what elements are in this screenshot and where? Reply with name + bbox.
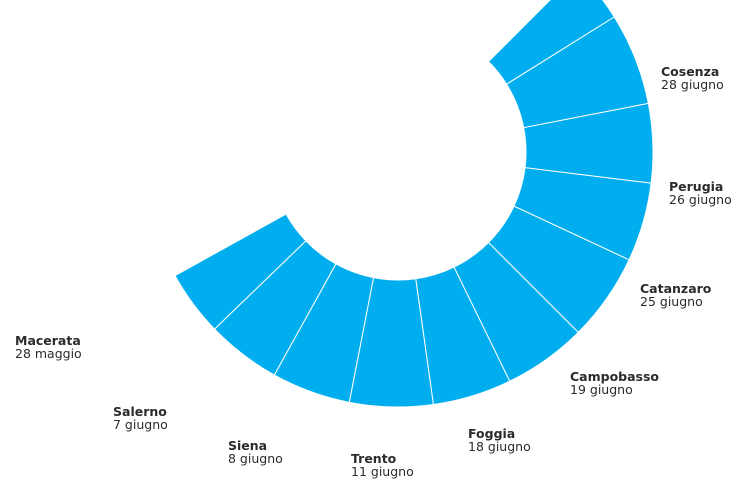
stop-date: 19 giugno bbox=[570, 382, 633, 397]
stop-label-perugia: Perugia 26 giugno bbox=[669, 180, 732, 206]
stop-label-catanzaro: Catanzaro 25 giugno bbox=[640, 282, 711, 308]
stop-city: Siena bbox=[228, 438, 268, 453]
ring-segment-foggia bbox=[487, 205, 630, 334]
ring-segment-macerata bbox=[487, 0, 615, 85]
stop-city: Salerno bbox=[113, 404, 167, 419]
stop-city: Perugia bbox=[669, 179, 724, 194]
stop-city: Trento bbox=[351, 451, 397, 466]
stop-date: 26 giugno bbox=[669, 192, 732, 207]
ring-segment-catanzaro bbox=[415, 266, 511, 406]
stop-label-trento: Trento 11 giugno bbox=[351, 452, 414, 478]
stop-city: Macerata bbox=[15, 333, 81, 348]
ring-segment-perugia bbox=[348, 277, 435, 408]
stop-label-foggia: Foggia 18 giugno bbox=[468, 427, 531, 453]
ring-segment-2 bbox=[213, 240, 337, 376]
ring-segment-trento bbox=[513, 167, 652, 261]
stop-date: 7 giugno bbox=[113, 417, 168, 432]
stop-date: 11 giugno bbox=[351, 464, 414, 479]
ring-segment-siena bbox=[523, 102, 654, 184]
stop-date: 18 giugno bbox=[468, 439, 531, 454]
stop-date: 8 giugno bbox=[228, 451, 283, 466]
ring-segment-campobasso bbox=[453, 241, 580, 382]
stop-city: Catanzaro bbox=[640, 281, 712, 296]
stop-label-macerata: Macerata 28 maggio bbox=[15, 334, 82, 360]
stop-date: 28 giugno bbox=[661, 77, 724, 92]
ring-segment-1 bbox=[174, 213, 307, 330]
stop-city: Cosenza bbox=[661, 64, 720, 79]
ring-segment-cosenza bbox=[273, 263, 375, 403]
stop-city: Foggia bbox=[468, 426, 516, 441]
stop-date: 25 giugno bbox=[640, 294, 703, 309]
stop-label-siena: Siena 8 giugno bbox=[228, 439, 283, 465]
stop-date: 28 maggio bbox=[15, 346, 82, 361]
stop-city: Campobasso bbox=[570, 369, 660, 384]
ring-segment-salerno bbox=[505, 16, 649, 129]
stop-label-salerno: Salerno 7 giugno bbox=[113, 405, 168, 431]
stop-label-campobasso: Campobasso 19 giugno bbox=[570, 370, 659, 396]
stop-label-cosenza: Cosenza 28 giugno bbox=[661, 65, 724, 91]
